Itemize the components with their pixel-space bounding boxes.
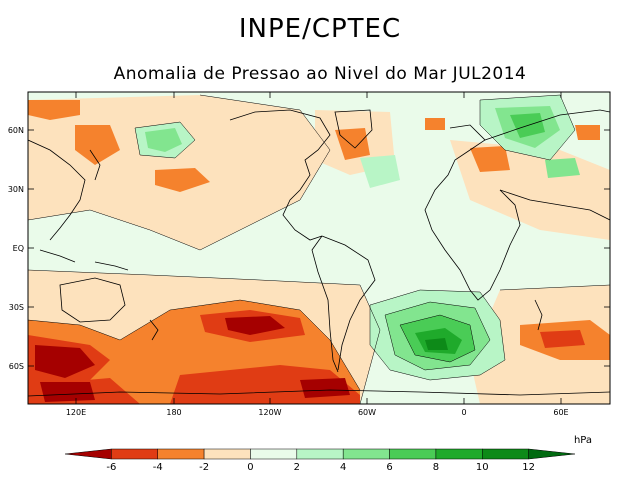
lat-label-60n: 60N (8, 126, 24, 135)
central-asia-positive (545, 158, 580, 178)
colorbar-tick-label: -6 (106, 462, 116, 473)
europe-negative (470, 146, 510, 172)
pacific-small-negative (155, 168, 210, 192)
arctic-negative (28, 100, 80, 120)
colorbar-segment (157, 448, 205, 460)
colorbar-tick-label: 12 (522, 462, 535, 473)
colorbar-tick-label: 8 (433, 462, 439, 473)
colorbar-tick-label: -2 (199, 462, 209, 473)
lon-label-180: 180 (166, 408, 181, 417)
colorbar-segment (482, 448, 529, 460)
colorbar-segment (250, 448, 298, 460)
colorbar-tick-label: 10 (476, 462, 489, 473)
colorbar-tick-label: 6 (386, 462, 392, 473)
colorbar-segment (435, 448, 483, 460)
map-subtitle: Anomalia de Pressao ao Nivel do Mar JUL2… (113, 64, 527, 84)
lon-label-120w: 120W (258, 408, 281, 417)
colorbar: -6 -4 -2 0 2 4 6 8 10 12 (64, 448, 576, 473)
lon-ticks (75, 92, 562, 404)
amundsen-strong-negative (300, 378, 350, 398)
tasman-strong-negative (35, 345, 95, 378)
north-atlantic-light-positive (360, 155, 400, 188)
lat-label-60s: 60S (9, 362, 24, 371)
colorbar-segment (203, 448, 251, 460)
lat-ticks (28, 129, 610, 367)
colorbar-segment (389, 448, 437, 460)
ross-strong-negative (40, 382, 95, 402)
lon-label-0: 0 (461, 408, 466, 417)
page-title: INPE/CPTEC (238, 14, 402, 44)
north-pacific-mid-positive (145, 128, 182, 152)
colorbar-segment (64, 448, 112, 460)
coastlines (28, 109, 610, 397)
asia-small-negative (575, 125, 600, 140)
lon-label-60e: 60E (553, 408, 568, 417)
colorbar-unit: hPa (574, 435, 592, 446)
map-field (28, 92, 610, 404)
greenland-negative (335, 128, 370, 160)
colorbar-segment (342, 448, 390, 460)
colorbar-segment (528, 448, 576, 460)
indian-ocean-mid-negative (540, 330, 585, 348)
lon-label-120e: 120E (66, 408, 86, 417)
colorbar-tick-label: 0 (247, 462, 253, 473)
siberia-negative (75, 125, 120, 165)
arctic-small-negative (425, 118, 445, 130)
colorbar-tick-label: -4 (153, 462, 163, 473)
colorbar-tick-label: 4 (340, 462, 346, 473)
south-pacific-strong-negative (225, 316, 285, 335)
colorbar-tick-label: 2 (294, 462, 300, 473)
lat-label-30s: 30S (9, 303, 24, 312)
colorbar-segment (296, 448, 344, 460)
south-atlantic-peak-positive (425, 338, 448, 350)
contour-lines (28, 94, 610, 404)
lat-label-30n: 30N (8, 185, 24, 194)
lon-label-60w: 60W (358, 408, 376, 417)
colorbar-segment (111, 448, 158, 460)
lat-label-eq: EQ (13, 244, 24, 253)
